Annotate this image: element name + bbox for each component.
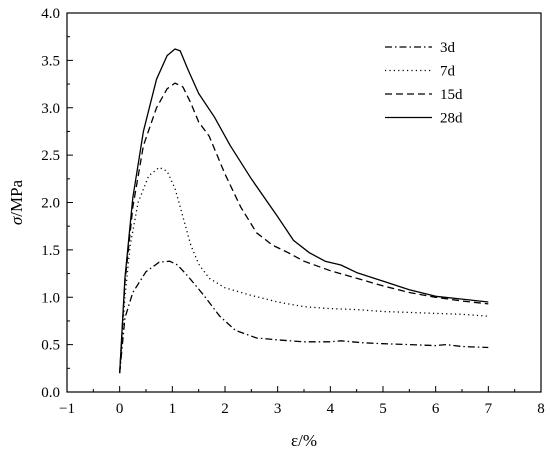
y-tick-label: 0.5 bbox=[41, 338, 60, 354]
y-tick-label: 2.0 bbox=[41, 196, 60, 212]
legend-label-3d: 3d bbox=[440, 40, 456, 56]
x-tick-label: 4 bbox=[327, 401, 335, 417]
series-line-28d bbox=[119, 48, 489, 374]
y-tick-label: 1.0 bbox=[41, 290, 60, 306]
y-axis-label-unit: /MPa bbox=[7, 179, 26, 216]
plot-frame bbox=[66, 12, 542, 393]
y-tick-label: 0.0 bbox=[41, 385, 60, 401]
x-tick-label: 2 bbox=[221, 401, 229, 417]
series-line-3d bbox=[119, 260, 489, 374]
legend-label-7d: 7d bbox=[440, 64, 456, 80]
x-tick-label: 5 bbox=[379, 401, 387, 417]
legend-label-28d: 28d bbox=[440, 111, 463, 127]
x-tick-label: 3 bbox=[274, 401, 282, 417]
x-axis-label: ε/% bbox=[291, 431, 317, 450]
y-axis-ticks: 0.0 0.5 1.0 1.5 2.0 2.5 3.0 3.5 4.0 bbox=[41, 6, 73, 401]
x-tick-label: 8 bbox=[537, 401, 545, 417]
series-line-15d bbox=[119, 82, 489, 374]
x-tick-label: 7 bbox=[485, 401, 493, 417]
x-tick-label: −1 bbox=[59, 401, 75, 417]
legend-label-15d: 15d bbox=[440, 87, 463, 103]
x-tick-label: 0 bbox=[116, 401, 124, 417]
y-tick-label: 1.5 bbox=[41, 243, 60, 259]
y-axis-label-symbol: σ bbox=[7, 216, 26, 225]
legend: 3d 7d 15d 28d bbox=[385, 40, 463, 127]
series-line-7d bbox=[119, 166, 489, 374]
series-layer bbox=[119, 48, 489, 374]
x-tick-label: 1 bbox=[169, 401, 177, 417]
y-tick-label: 3.0 bbox=[41, 101, 60, 117]
x-axis-ticks: −1 0 1 2 3 4 5 6 7 8 bbox=[59, 386, 545, 417]
x-tick-label: 6 bbox=[432, 401, 440, 417]
y-tick-label: 4.0 bbox=[41, 6, 60, 22]
y-tick-label: 3.5 bbox=[41, 53, 60, 69]
y-tick-label: 2.5 bbox=[41, 148, 60, 164]
y-axis-label: σ/MPa bbox=[7, 179, 26, 225]
